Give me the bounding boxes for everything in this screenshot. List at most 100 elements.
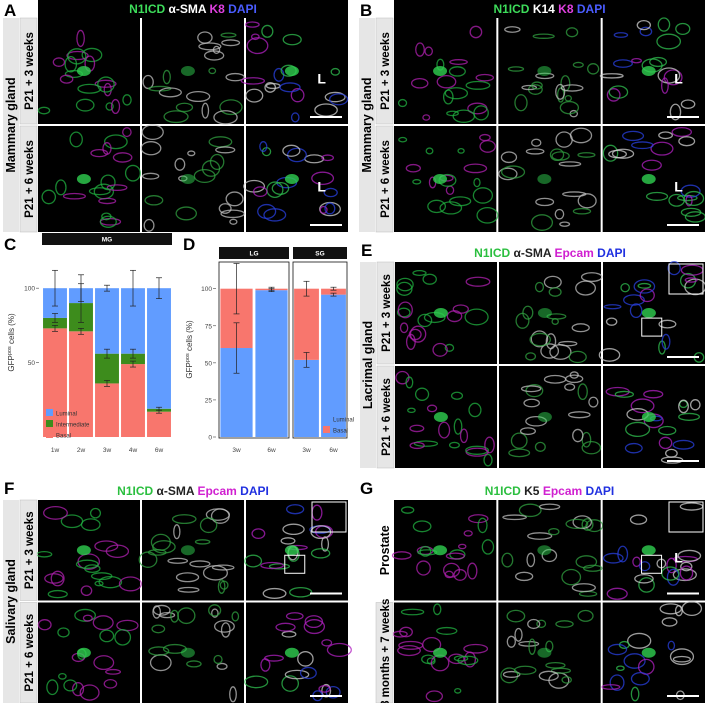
error-bar — [104, 380, 110, 387]
cell — [680, 184, 701, 198]
cell — [122, 94, 132, 106]
cell — [454, 687, 462, 694]
cell — [261, 24, 274, 38]
channel-name: N1ICD — [485, 484, 521, 498]
cell — [268, 563, 290, 570]
error-bar — [104, 348, 110, 359]
error-bar — [52, 313, 58, 323]
channel-header: N1ICD K14 K8 DAPI — [493, 2, 605, 16]
cell — [405, 376, 414, 389]
cell — [443, 562, 461, 578]
micrograph-texture — [397, 25, 495, 123]
channel-name: K5 — [524, 484, 540, 498]
cell — [538, 670, 559, 682]
x-tick-label: 3w — [232, 447, 241, 454]
cell — [567, 411, 591, 419]
cell — [63, 679, 78, 692]
inset — [668, 263, 704, 295]
cell — [396, 277, 414, 292]
error-bar — [130, 269, 136, 307]
y-tick-label: 100 — [24, 286, 35, 293]
cell — [245, 21, 260, 28]
error-bar — [303, 280, 310, 297]
cell — [602, 552, 624, 564]
cell — [500, 667, 519, 684]
bar-segment — [121, 353, 145, 365]
cell — [442, 89, 454, 105]
cell — [453, 655, 469, 662]
cell — [284, 669, 310, 680]
cell — [677, 549, 702, 562]
cell — [201, 102, 210, 119]
cell — [639, 26, 653, 37]
cell — [282, 33, 302, 46]
cell — [194, 539, 211, 545]
tissue-label: Lacrimal gland — [361, 321, 375, 409]
channel-name: DAPI — [586, 484, 615, 498]
cell — [175, 572, 200, 583]
cell — [229, 686, 237, 703]
legend-label: Intermediate — [56, 423, 90, 429]
cell — [141, 124, 164, 141]
cell — [244, 554, 263, 568]
cell — [577, 152, 596, 158]
inset-source — [641, 554, 663, 574]
cell — [450, 391, 464, 400]
cell — [44, 573, 64, 584]
cell — [218, 203, 232, 214]
cell — [527, 532, 553, 540]
error-bar — [130, 360, 136, 368]
cell — [426, 404, 438, 413]
cell — [498, 167, 518, 181]
cell — [208, 67, 217, 75]
cell — [500, 165, 526, 179]
lumen-label: L — [317, 71, 326, 87]
row-label: P21 + 6 weeks — [380, 140, 392, 218]
x-tick-label: 6w — [329, 447, 338, 454]
cell — [514, 627, 523, 642]
cell — [611, 148, 635, 159]
legend-label: Basal — [333, 429, 348, 435]
bar-segment — [121, 364, 145, 437]
cell — [502, 514, 527, 521]
cell — [468, 402, 482, 418]
cell — [515, 312, 530, 329]
cell — [174, 157, 186, 171]
cell — [679, 272, 697, 289]
panel-letter: A — [4, 1, 16, 20]
cell — [330, 67, 341, 76]
cell-signal — [284, 174, 299, 184]
cell — [663, 69, 683, 86]
cell — [510, 432, 528, 449]
header-bar — [395, 240, 705, 262]
micrograph-texture — [598, 260, 705, 363]
cell — [140, 141, 162, 156]
channel-header: N1ICD K5 Epcam DAPI — [485, 484, 614, 498]
bar-segment — [69, 331, 93, 437]
channel-name: DAPI — [577, 2, 606, 16]
cell — [240, 77, 266, 85]
cell — [572, 207, 592, 215]
cell — [213, 110, 238, 125]
cell — [671, 126, 693, 138]
cell — [143, 218, 155, 232]
cell — [138, 551, 158, 568]
cell — [81, 47, 103, 63]
cell — [414, 387, 430, 401]
cell — [103, 678, 118, 689]
cell — [502, 670, 521, 678]
cell — [409, 441, 425, 450]
cell — [52, 57, 66, 67]
cell — [326, 642, 352, 658]
cell — [167, 557, 189, 564]
cell — [658, 319, 677, 329]
cell — [112, 152, 133, 163]
channel-name: Epcam — [554, 246, 593, 260]
row-label: P21 + 3 weeks — [24, 32, 36, 110]
error-bar — [330, 292, 337, 297]
cell — [310, 548, 331, 559]
cell-signal — [76, 647, 91, 658]
tissue-label: Salivary gland — [4, 559, 18, 644]
cell — [627, 632, 652, 649]
cell — [170, 609, 179, 623]
